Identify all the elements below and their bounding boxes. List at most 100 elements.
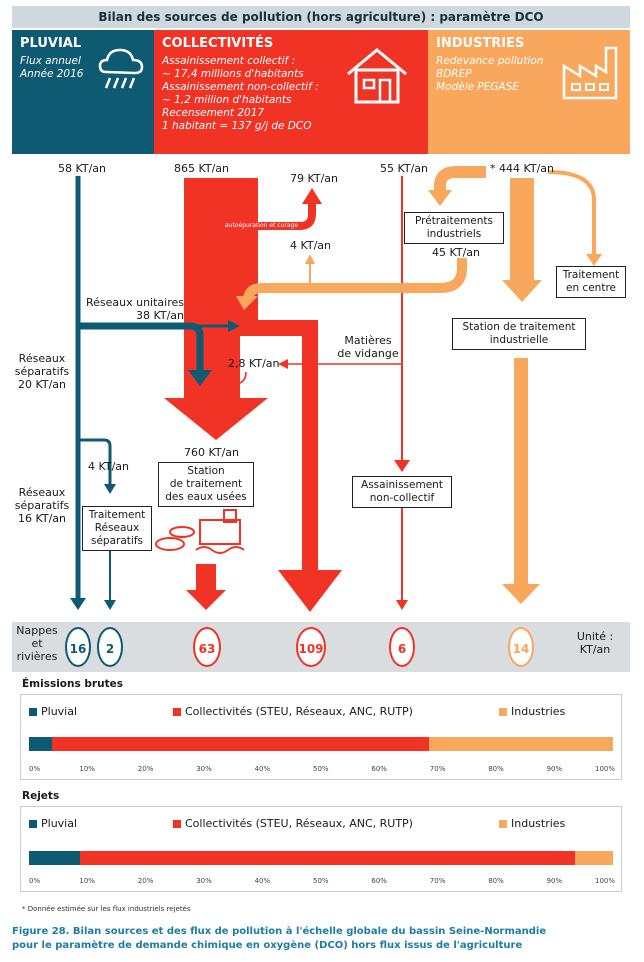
segment-industries [575, 851, 613, 865]
panel-industries: INDUSTRIES Redevance pollution BDREP Mod… [428, 30, 630, 154]
reseaux-separatifs-20-label: Réseaux séparatifs 20 KT/an [14, 352, 70, 391]
caption-line: pour le paramètre de demande chimique en… [12, 940, 523, 951]
v760-value: 760 KT/an [184, 446, 239, 459]
band-left-label: Nappes et rivières [16, 624, 58, 663]
treatment-plant-icon [155, 509, 245, 554]
small-red-arrowhead [228, 380, 236, 388]
ind-in-value: * 444 KT/an [490, 162, 554, 175]
autoepuration-arrowhead [302, 188, 322, 204]
ind-main-flow [502, 178, 542, 302]
rain-cloud-icon [98, 48, 144, 89]
box-line: séparatifs [91, 535, 143, 547]
ind-to-centre [547, 170, 596, 256]
axis-tick-label: 80% [488, 877, 504, 885]
rejets-legend-industries: Industries [499, 817, 565, 830]
reseaux-separatifs-line: 20 KT/an [18, 378, 66, 391]
v4b-value: 4 KT/an [88, 460, 129, 473]
axis-tick-label: 90% [546, 877, 563, 885]
footnote: * Donnée estimée sur les flux industriel… [22, 905, 191, 913]
box-anc: Assainissement non-collectif [352, 476, 452, 508]
caption-line: Figure 28. Bilan sources et des flux de … [12, 926, 547, 937]
reseaux-unitaires-arrowhead [188, 370, 212, 386]
panel-coll-line: Recensement 2017 [162, 107, 265, 119]
legend-label: Industries [511, 817, 566, 830]
legend-swatch [499, 708, 507, 716]
reseaux-unitaires-line: Réseaux unitaires [85, 296, 184, 309]
matieres-vidange-label: Matières de vidange [336, 334, 400, 360]
steu-output-arrow [186, 564, 226, 610]
emissions-legend-collectivites: Collectivités (STEU, Réseaux, ANC, RUTP) [173, 705, 413, 718]
box-station-industrielle: Station de traitement industrielle [452, 318, 586, 350]
box-traitement-separatifs: Traitement Réseaux séparatifs [82, 506, 152, 551]
box-steu: Station de traitement des eaux usées [158, 462, 254, 507]
ind-to-pretraitement [434, 166, 486, 192]
autoepuration-label: autoépuration et curage [225, 222, 299, 229]
emissions-bar [29, 737, 613, 751]
pretraitement-value: 45 KT/an [432, 246, 480, 259]
axis-tick-label: 30% [196, 877, 212, 885]
output-industries-value: 14 [508, 627, 534, 667]
axis-tick-label: 10% [79, 765, 95, 773]
separatifs-flow [78, 438, 112, 486]
axis-tick-label: 40% [254, 765, 271, 773]
separatifs-arrowhead [104, 484, 116, 494]
reseaux-unitaires-flow [78, 322, 204, 374]
legend-swatch [499, 820, 507, 828]
box-line: Traitement [88, 509, 146, 521]
reseaux-unitaires-line: 38 KT/an [136, 309, 184, 322]
anc-out-arrowhead [396, 600, 408, 610]
axis-tick-label: 90% [546, 765, 563, 773]
box-line: Station [187, 465, 225, 477]
legend-label: Collectivités (STEU, Réseaux, ANC, RUTP) [185, 817, 413, 830]
output-steu-value: 63 [193, 627, 221, 667]
unitaires-right-arrowhead [228, 320, 240, 332]
band-left-line: rivières [16, 650, 58, 663]
panel-pluvial-header: PLUVIAL [20, 36, 82, 51]
matieres-vidange-line: Matières [344, 334, 392, 347]
axis-tick-label: 20% [137, 765, 154, 773]
box-line: industrielle [489, 334, 549, 346]
emissions-axis: 0% 10% 20% 30% 40% 50% 60% 70% 80% 90% 100% [29, 765, 615, 775]
ind-station-output [502, 358, 540, 604]
axis-tick-label: 40% [254, 877, 271, 885]
axis-tick-label: 0% [29, 765, 41, 773]
axis-tick-label: 10% [79, 877, 95, 885]
output-anc-value: 6 [389, 627, 415, 667]
panel-coll-line: 1 habitant = 137 g/j de DCO [162, 120, 312, 132]
autoepuration-arrow [258, 202, 316, 230]
pluvial-main-arrowhead [70, 598, 86, 610]
anc-arrowhead [394, 460, 410, 472]
ind-pretraitement-arrowhead [428, 190, 452, 206]
reseaux-separatifs-line: Réseaux [18, 486, 66, 499]
rejets-axis: 0% 10% 20% 30% 40% 50% 60% 70% 80% 90% 100% [29, 877, 616, 887]
emissions-panel: Pluvial Collectivités (STEU, Réseaux, AN… [20, 694, 622, 780]
box-line: en centre [565, 282, 616, 294]
output-separatifs-value: 2 [97, 627, 123, 667]
segment-pluvial [29, 737, 52, 751]
band-right-line: KT/an [579, 643, 611, 656]
reseaux-separatifs-line: séparatifs [14, 365, 70, 378]
box-line: Prétraitements [415, 215, 493, 227]
reseaux-separatifs-16-label: Réseaux séparatifs 16 KT/an [14, 486, 70, 525]
box-line: Station de traitement [462, 321, 576, 333]
emissions-legend-pluvial: Pluvial [29, 705, 77, 718]
box-line: Réseaux [94, 522, 140, 534]
vidange-arrowhead [278, 359, 288, 369]
diagram-title: Bilan des sources de pollution (hors agr… [12, 6, 630, 28]
axis-tick-label: 50% [313, 877, 329, 885]
legend-swatch [173, 820, 181, 828]
panel-coll-header: COLLECTIVITÉS [162, 36, 274, 51]
axis-tick-label: 60% [371, 765, 387, 773]
panel-pluvial-line: Année 2016 [20, 68, 84, 80]
panel-pluvial: PLUVIAL Flux annuel Année 2016 [12, 30, 154, 154]
output-pluvial-value: 16 [65, 627, 91, 667]
axis-tick-label: 70% [429, 765, 446, 773]
band-left-line: Nappes [16, 624, 58, 637]
axis-tick-label: 100% [595, 877, 616, 885]
upflow-arrowhead [305, 254, 315, 264]
legend-label: Pluvial [41, 817, 78, 830]
output-reseaux-value: 109 [296, 627, 326, 667]
v28-value: 2,8 KT/an [228, 357, 280, 370]
panel-ind-line: BDREP [436, 68, 472, 80]
emissions-title: Émissions brutes [22, 678, 123, 690]
